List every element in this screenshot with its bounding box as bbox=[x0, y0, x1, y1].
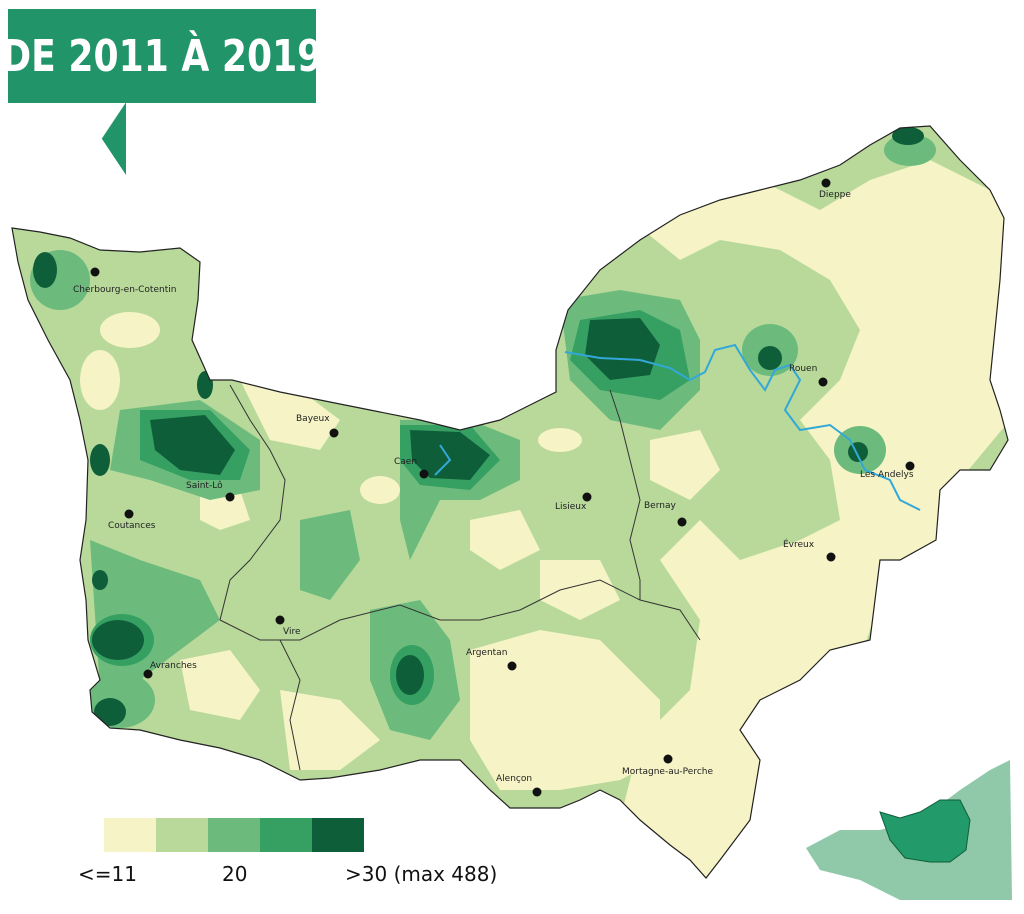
legend-swatch-4 bbox=[260, 818, 312, 852]
low-density-area bbox=[180, 650, 260, 720]
very-high-density-area bbox=[758, 346, 782, 370]
city-avranches: Avranches bbox=[143, 661, 197, 679]
svg-text:Évreux: Évreux bbox=[783, 538, 815, 550]
svg-text:Saint-Lô: Saint-Lô bbox=[186, 480, 223, 491]
very-high-density-area bbox=[396, 655, 424, 695]
svg-text:Les Andelys: Les Andelys bbox=[860, 470, 914, 480]
medium-density-area bbox=[300, 510, 360, 600]
low-density-area bbox=[540, 560, 620, 620]
low-density-area bbox=[280, 690, 380, 770]
very-high-density-area bbox=[892, 127, 924, 145]
low-density-area bbox=[650, 430, 720, 500]
svg-text:Rouen: Rouen bbox=[789, 364, 817, 374]
svg-text:Avranches: Avranches bbox=[150, 661, 197, 671]
low-density-area bbox=[100, 312, 160, 348]
title-banner: DE 2011 À 2019 bbox=[1, 9, 323, 103]
very-high-density-area bbox=[197, 371, 213, 399]
city-evreux: Évreux bbox=[783, 538, 836, 562]
city-argentan: Argentan bbox=[466, 648, 517, 671]
svg-text:Coutances: Coutances bbox=[108, 521, 156, 531]
svg-text:Bernay: Bernay bbox=[644, 501, 676, 511]
svg-text:Alençon: Alençon bbox=[496, 774, 532, 784]
svg-text:Mortagne-au-Perche: Mortagne-au-Perche bbox=[622, 767, 713, 777]
city-saint-lo: Saint-Lô bbox=[186, 480, 235, 502]
city-les-andelys: Les Andelys bbox=[860, 461, 915, 480]
legend-max-label: >30 (max 488) bbox=[345, 862, 498, 886]
river-seine bbox=[434, 343, 921, 511]
very-high-density-area bbox=[92, 570, 108, 590]
department-borders bbox=[219, 384, 701, 771]
legend-min-label: <=11 bbox=[78, 862, 137, 886]
city-lisieux: Lisieux bbox=[555, 492, 592, 512]
low-density-area bbox=[538, 428, 582, 452]
legend-scale bbox=[104, 818, 364, 852]
low-density-area bbox=[200, 490, 250, 530]
very-high-density-area bbox=[410, 430, 490, 480]
legend-swatch-5 bbox=[312, 818, 364, 852]
svg-text:Caen: Caen bbox=[394, 457, 417, 467]
very-high-density-area bbox=[94, 698, 126, 726]
very-high-density-area bbox=[33, 252, 57, 288]
inset-locator-map bbox=[806, 760, 1012, 900]
city-rouen: Rouen bbox=[789, 364, 828, 387]
low-density-area bbox=[470, 510, 540, 570]
low-density-area bbox=[240, 380, 340, 450]
svg-text:Argentan: Argentan bbox=[466, 648, 507, 658]
city-alencon: Alençon bbox=[496, 774, 542, 797]
map-title: DE 2011 À 2019 bbox=[1, 30, 323, 82]
low-density-area bbox=[360, 476, 400, 504]
svg-text:Lisieux: Lisieux bbox=[555, 502, 587, 512]
city-markers: Cherbourg-en-Cotentin Dieppe Bayeux Caen… bbox=[73, 178, 915, 797]
city-coutances: Coutances bbox=[108, 509, 156, 531]
city-vire: Vire bbox=[275, 615, 301, 637]
svg-text:Cherbourg-en-Cotentin: Cherbourg-en-Cotentin bbox=[73, 285, 176, 295]
city-caen: Caen bbox=[394, 457, 429, 479]
legend-mid-label: 20 bbox=[222, 862, 248, 886]
legend-swatch-1 bbox=[104, 818, 156, 852]
svg-text:Dieppe: Dieppe bbox=[819, 190, 851, 200]
low-density-area bbox=[470, 630, 660, 790]
city-bayeux: Bayeux bbox=[296, 414, 339, 438]
svg-text:Bayeux: Bayeux bbox=[296, 414, 330, 424]
very-high-density-area bbox=[150, 415, 235, 475]
very-high-density-area bbox=[90, 444, 110, 476]
very-high-density-area bbox=[585, 318, 660, 380]
very-high-density-area bbox=[92, 620, 144, 660]
very-high-density-area bbox=[848, 442, 868, 462]
city-bernay: Bernay bbox=[644, 501, 687, 527]
legend-swatch-3 bbox=[208, 818, 260, 852]
city-dieppe: Dieppe bbox=[819, 178, 851, 200]
low-density-area bbox=[600, 160, 1008, 878]
legend-swatch-2 bbox=[156, 818, 208, 852]
svg-text:Vire: Vire bbox=[283, 627, 301, 637]
city-cherbourg: Cherbourg-en-Cotentin bbox=[73, 267, 176, 295]
city-mortagne: Mortagne-au-Perche bbox=[622, 754, 713, 777]
low-density-area bbox=[80, 350, 120, 410]
